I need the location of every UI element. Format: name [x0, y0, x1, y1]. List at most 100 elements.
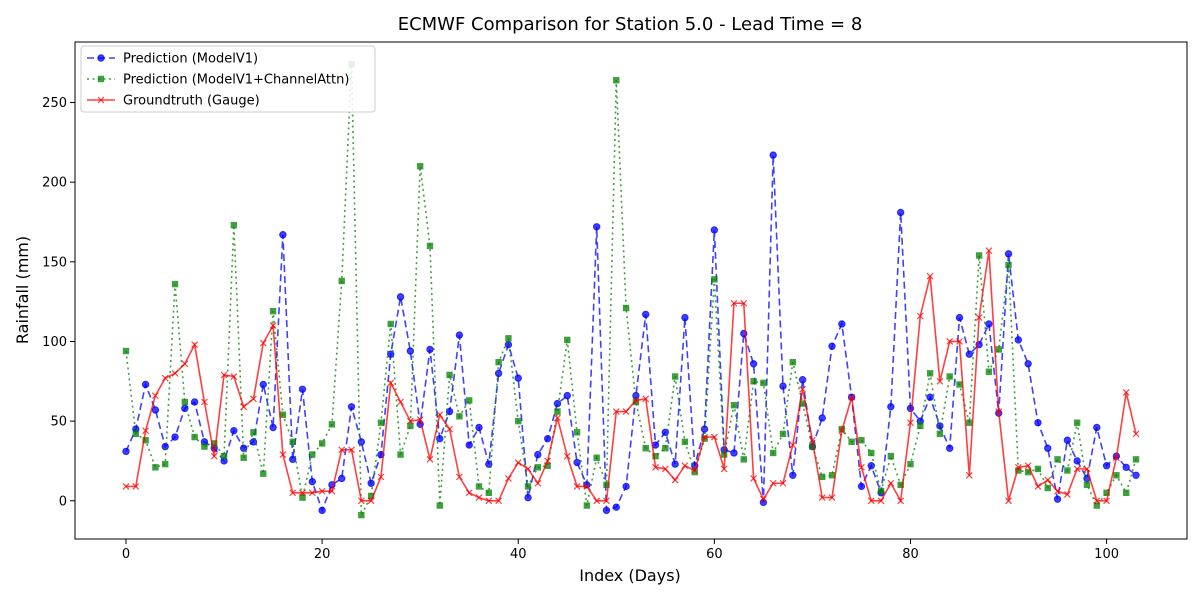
- legend-box: [80, 45, 376, 113]
- data-point: [161, 442, 169, 451]
- legend-item: Groundtruth (Gauge): [87, 94, 260, 109]
- data-point: [132, 483, 140, 490]
- data-point: [397, 451, 404, 458]
- data-point: [161, 374, 169, 382]
- data-point: [436, 434, 444, 443]
- data-point: [534, 450, 542, 459]
- data-point: [210, 452, 218, 460]
- data-point: [299, 494, 306, 501]
- data-point: [308, 477, 317, 486]
- data-point: [603, 481, 610, 489]
- legend-item: Prediction (ModelV1+ChannelAttn): [87, 73, 349, 88]
- x-axis-label: Index (Days): [579, 566, 681, 585]
- data-point: [857, 482, 866, 491]
- data-point: [269, 322, 277, 329]
- data-point: [966, 419, 973, 426]
- data-point: [1073, 419, 1081, 426]
- data-point: [1034, 419, 1042, 427]
- legend-marker: [97, 54, 105, 62]
- data-point: [485, 497, 493, 505]
- data-point: [240, 454, 247, 461]
- data-point: [907, 460, 914, 468]
- legend-label: Prediction (ModelV1): [123, 52, 258, 67]
- data-point: [1044, 484, 1051, 492]
- data-point: [613, 77, 620, 84]
- data-point: [465, 489, 473, 497]
- data-point: [1053, 495, 1062, 503]
- data-point: [485, 489, 493, 497]
- data-point: [201, 443, 208, 450]
- data-point: [132, 430, 139, 438]
- data-point: [230, 426, 238, 435]
- data-point: [1093, 497, 1101, 505]
- data-point: [1093, 423, 1101, 432]
- data-point: [240, 403, 248, 411]
- data-point: [573, 429, 581, 436]
- legend: Prediction (ModelV1) Prediction (ModelV1+…: [80, 45, 376, 113]
- data-point: [799, 385, 807, 393]
- data-point: [965, 350, 974, 358]
- data-point: [769, 449, 777, 457]
- data-point: [838, 427, 846, 435]
- data-point: [1034, 465, 1042, 473]
- data-point: [543, 434, 552, 443]
- data-point: [642, 310, 650, 319]
- data-point: [456, 413, 463, 420]
- plot-frame: [74, 41, 1188, 540]
- data-point: [436, 411, 444, 419]
- data-point: [809, 443, 816, 450]
- data-point: [416, 163, 424, 170]
- data-point: [563, 391, 571, 400]
- data-point: [995, 346, 1002, 353]
- data-point: [191, 433, 198, 441]
- data-point: [877, 497, 885, 505]
- data-point: [348, 446, 355, 454]
- data-point: [211, 440, 218, 447]
- data-point: [230, 221, 238, 229]
- data-point: [956, 381, 963, 388]
- data-point: [485, 460, 493, 468]
- data-point: [318, 506, 326, 515]
- data-point: [877, 488, 885, 495]
- data-point: [691, 468, 698, 476]
- y-tick-label: 0: [59, 494, 67, 509]
- y-tick-label: 100: [42, 335, 67, 350]
- data-point: [926, 393, 934, 401]
- data-point: [416, 416, 424, 423]
- data-point: [573, 458, 581, 467]
- data-point: [308, 489, 316, 497]
- data-point: [445, 407, 454, 416]
- data-point: [711, 276, 718, 283]
- data-point: [446, 371, 453, 379]
- series-2: [122, 247, 1140, 505]
- data-point: [622, 304, 630, 312]
- data-point: [505, 475, 512, 482]
- data-point: [426, 455, 434, 463]
- data-point: [681, 438, 689, 446]
- data-point: [279, 231, 287, 239]
- x-tick-label: 80: [902, 547, 919, 562]
- data-point: [397, 398, 404, 406]
- data-point: [956, 338, 963, 345]
- data-point: [142, 427, 150, 435]
- data-point: [377, 419, 385, 426]
- data-point: [1063, 436, 1072, 444]
- data-point: [250, 395, 257, 403]
- data-point: [1083, 465, 1091, 473]
- data-point: [309, 451, 316, 458]
- data-point: [818, 494, 826, 502]
- data-point: [867, 462, 875, 470]
- data-point: [171, 433, 179, 441]
- data-point: [730, 299, 738, 307]
- data-point: [1054, 487, 1061, 495]
- data-point: [1044, 476, 1052, 484]
- data-point: [455, 331, 464, 339]
- data-point: [926, 370, 934, 377]
- data-point: [191, 341, 199, 349]
- data-point: [162, 460, 169, 468]
- y-tick-label: 250: [42, 96, 67, 111]
- data-point: [553, 399, 562, 408]
- data-point: [642, 395, 650, 403]
- data-point: [1004, 250, 1013, 258]
- data-point: [701, 433, 708, 441]
